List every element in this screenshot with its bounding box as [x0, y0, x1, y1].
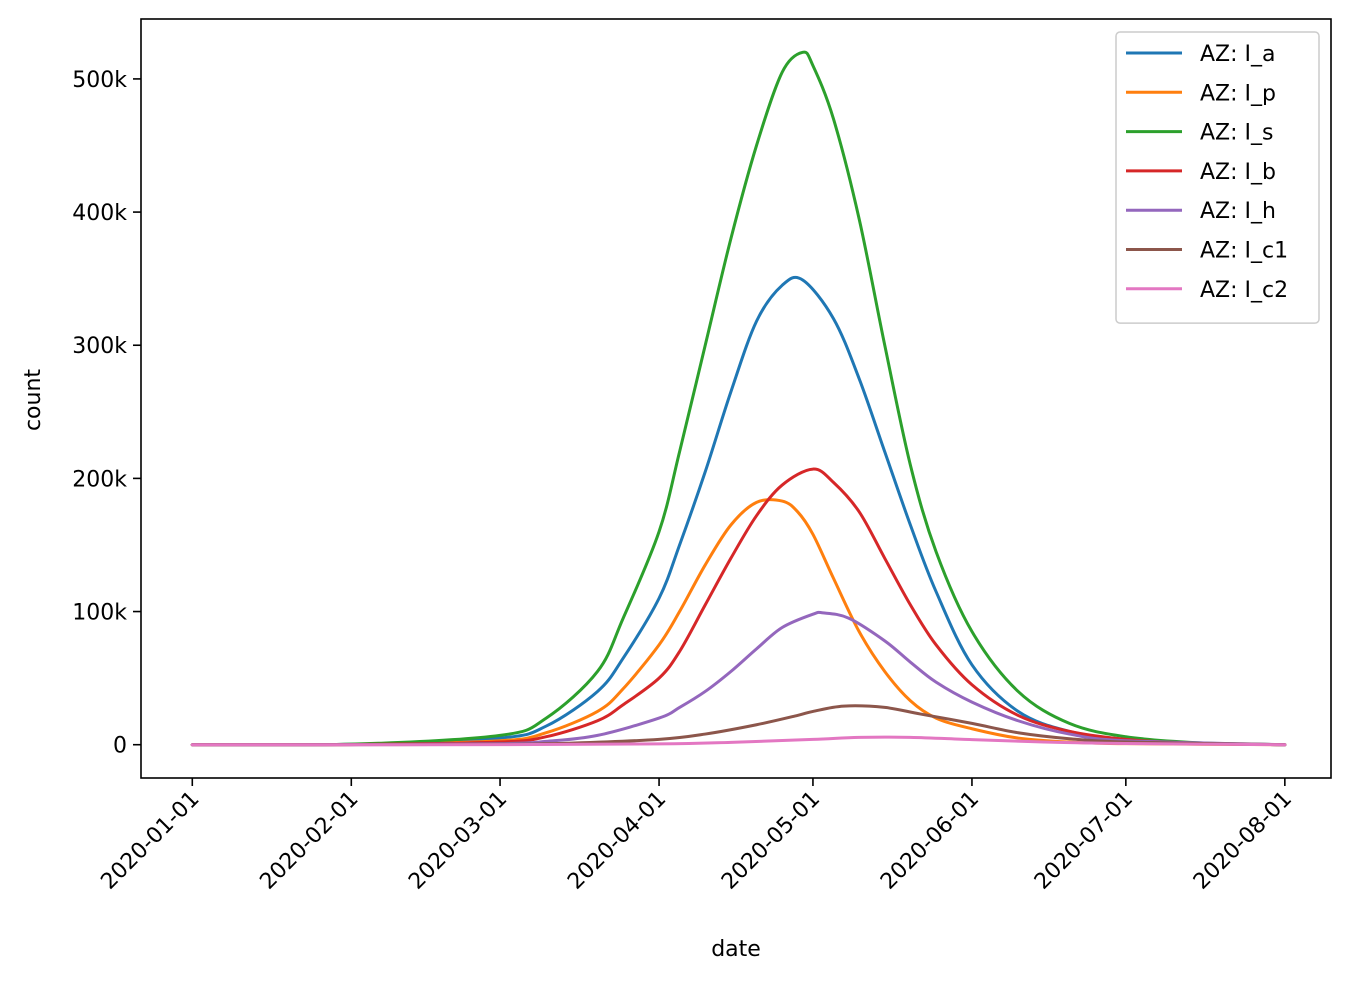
legend-label-6: AZ: I_c2: [1200, 278, 1288, 303]
y-tick-label-1: 100k: [72, 601, 127, 626]
series-line-4: [190, 610, 1287, 747]
y-tick-label-5: 500k: [72, 68, 127, 93]
plot-frame: [140, 18, 1332, 779]
legend-label-1: AZ: I_p: [1200, 81, 1276, 106]
legend-label-2: AZ: I_s: [1200, 121, 1273, 146]
legend: AZ: I_a AZ: I_p AZ: I_s AZ: I_b AZ: I_h AZ: I…: [1115, 31, 1320, 324]
y-tick-label-4: 400k: [72, 201, 127, 226]
legend-label-5: AZ: I_c1: [1200, 239, 1288, 264]
series-layer: [190, 50, 1287, 747]
series-line-2: [190, 50, 1287, 747]
y-tick-label-0: 0: [113, 734, 127, 759]
y-axis: 0 100k 200k 300k 400k 500k: [72, 68, 141, 759]
series-line-3: [190, 467, 1287, 747]
legend-label-0: AZ: I_a: [1200, 42, 1276, 67]
y-tick-label-3: 300k: [72, 334, 127, 359]
legend-label-4: AZ: I_h: [1200, 199, 1276, 224]
y-axis-label: count: [21, 369, 46, 431]
legend-label-3: AZ: I_b: [1200, 160, 1276, 185]
y-tick-label-2: 200k: [72, 467, 127, 492]
series-line-6: [190, 735, 1287, 747]
x-axis-label: date: [711, 937, 761, 962]
series-line-1: [190, 498, 1287, 747]
series-line-0: [190, 275, 1287, 747]
